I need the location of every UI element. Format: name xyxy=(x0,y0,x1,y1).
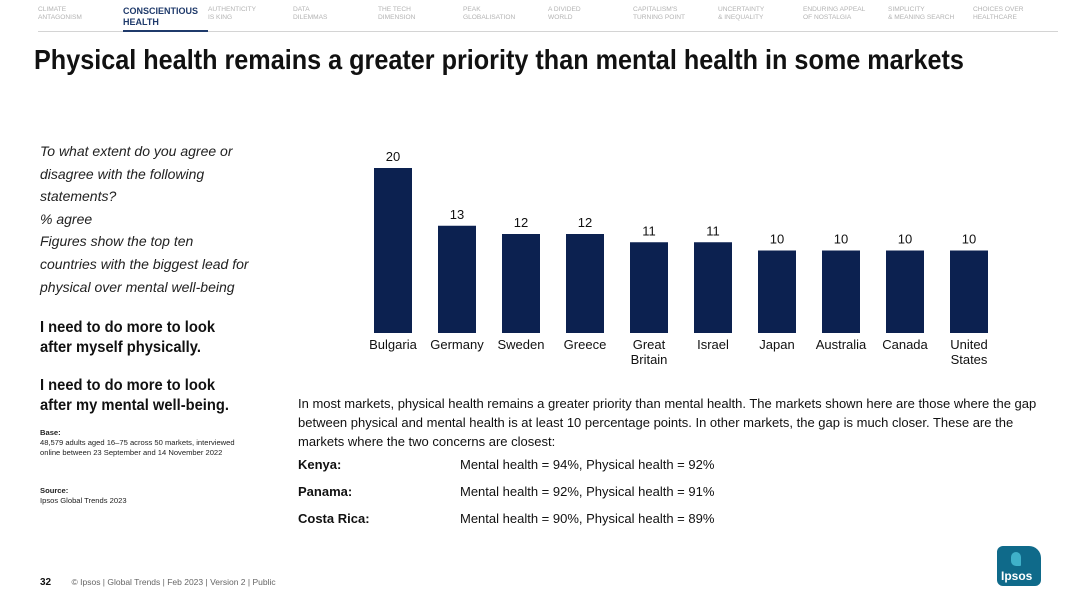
statement-line: after myself physically. xyxy=(40,339,201,356)
category-label: Germany xyxy=(430,337,484,352)
data-label: 12 xyxy=(578,215,592,230)
bar-bulgaria xyxy=(374,168,412,333)
bar-united-states xyxy=(950,250,988,333)
survey-question: To what extent do you agree or disagree … xyxy=(40,140,280,298)
source-heading: Source: xyxy=(40,486,69,495)
logo-mark-icon xyxy=(1011,552,1021,566)
bar-sweden xyxy=(502,234,540,333)
page-number: 32 xyxy=(40,577,52,588)
footer-text: © Ipsos | Global Trends | Feb 2023 | Ver… xyxy=(71,577,276,587)
bar-australia xyxy=(822,250,860,333)
section-nav: CLIMATE ANTAGONISM CONSCIENTIOUS HEALTH AU… xyxy=(38,6,1068,32)
statement-line: after my mental well-being. xyxy=(40,397,229,414)
data-label: 10 xyxy=(962,232,976,247)
nav-item-tech-dimension[interactable]: THE TECH DIMENSION xyxy=(378,6,463,32)
source-text: Ipsos Global Trends 2023 xyxy=(40,496,127,505)
question-line: physical over mental well-being xyxy=(40,278,235,295)
nav-item-simplicity-meaning-search[interactable]: SIMPLICITY & MEANING SEARCH xyxy=(888,6,973,32)
closest-markets-note: In most markets, physical health remains… xyxy=(298,396,1037,449)
question-line: % agree xyxy=(40,210,93,227)
question-line: Figures show the top ten xyxy=(40,233,194,250)
market-name: Costa Rica: xyxy=(298,511,370,526)
page-title: Physical health remains a greater priori… xyxy=(34,44,964,75)
category-label: Sweden xyxy=(498,337,545,352)
nav-item-conscientious-health[interactable]: CONSCIENTIOUS HEALTH xyxy=(123,6,208,32)
statement-line: I need to do more to look xyxy=(40,319,216,336)
nav-item-uncertainty-inequality[interactable]: UNCERTAINTY & INEQUALITY xyxy=(718,6,803,32)
bar-israel xyxy=(694,242,732,333)
bar-germany xyxy=(438,225,476,333)
question-line: To what extent do you agree or xyxy=(40,143,233,159)
data-label: 10 xyxy=(770,232,784,247)
question-line: disagree with the following xyxy=(40,165,205,182)
statement-mental: I need to do more to look after my menta… xyxy=(40,376,261,416)
data-label: 11 xyxy=(642,223,656,238)
statement-line: I need to do more to look xyxy=(40,377,216,394)
market-values: Mental health = 90%, Physical health = 8… xyxy=(460,511,715,526)
footer: 32 © Ipsos | Global Trends | Feb 2023 | … xyxy=(40,577,276,588)
data-label: 13 xyxy=(450,207,464,222)
question-line: statements? xyxy=(40,188,117,205)
nav-item-climate-antagonism[interactable]: CLIMATE ANTAGONISM xyxy=(38,6,123,32)
category-label: Britain xyxy=(631,352,668,367)
category-label: United xyxy=(950,337,988,352)
nav-item-enduring-appeal-nostalgia[interactable]: ENDURING APPEAL OF NOSTALGIA xyxy=(803,6,888,32)
nav-item-peak-globalisation[interactable]: PEAK GLOBALISATION xyxy=(463,6,548,32)
base-text: 48,579 adults aged 16–75 across 50 marke… xyxy=(40,438,235,457)
nav-item-divided-world[interactable]: A DIVIDED WORLD xyxy=(548,6,633,32)
category-label: Canada xyxy=(882,337,928,352)
data-label: 11 xyxy=(706,223,720,238)
bar-japan xyxy=(758,250,796,333)
category-label: Great xyxy=(633,337,666,352)
bar-great-britain xyxy=(630,242,668,333)
market-values: Mental health = 92%, Physical health = 9… xyxy=(460,484,715,499)
nav-item-choices-over-healthcare[interactable]: CHOICES OVER HEALTHCARE xyxy=(973,6,1058,32)
source-note: Source: Ipsos Global Trends 2023 xyxy=(40,486,250,506)
ipsos-logo: Ipsos xyxy=(997,546,1041,586)
question-line: countries with the biggest lead for xyxy=(40,255,249,272)
market-values: Mental health = 94%, Physical health = 9… xyxy=(460,457,715,472)
data-label: 20 xyxy=(386,149,400,164)
data-label: 10 xyxy=(834,232,848,247)
bar-canada xyxy=(886,250,924,333)
nav-item-data-dilemmas[interactable]: DATA DILEMMAS xyxy=(293,6,378,32)
market-name: Panama: xyxy=(298,484,353,499)
category-label: Greece xyxy=(564,337,607,352)
data-label: 10 xyxy=(898,232,912,247)
statement-physical: I need to do more to look after myself p… xyxy=(40,318,261,358)
market-name: Kenya: xyxy=(298,457,342,472)
base-heading: Base: xyxy=(40,428,61,437)
category-label: Australia xyxy=(816,337,867,352)
category-label: Bulgaria xyxy=(369,337,417,352)
nav-item-capitalisms-turning-point[interactable]: CAPITALISM'S TURNING POINT xyxy=(633,6,718,32)
category-label: Japan xyxy=(759,337,794,352)
bar-chart: 20 Bulgaria 13 Germany 12 Sweden 12 Greece 11 Gre… xyxy=(369,149,988,367)
bar-greece xyxy=(566,234,604,333)
category-label: States xyxy=(951,352,988,367)
base-note: Base: 48,579 adults aged 16–75 across 50… xyxy=(40,428,250,458)
data-label: 12 xyxy=(514,215,528,230)
category-label: Israel xyxy=(697,337,729,352)
nav-item-authenticity-is-king[interactable]: AUTHENTICITY IS KING xyxy=(208,6,293,32)
logo-text: Ipsos xyxy=(1001,569,1033,583)
